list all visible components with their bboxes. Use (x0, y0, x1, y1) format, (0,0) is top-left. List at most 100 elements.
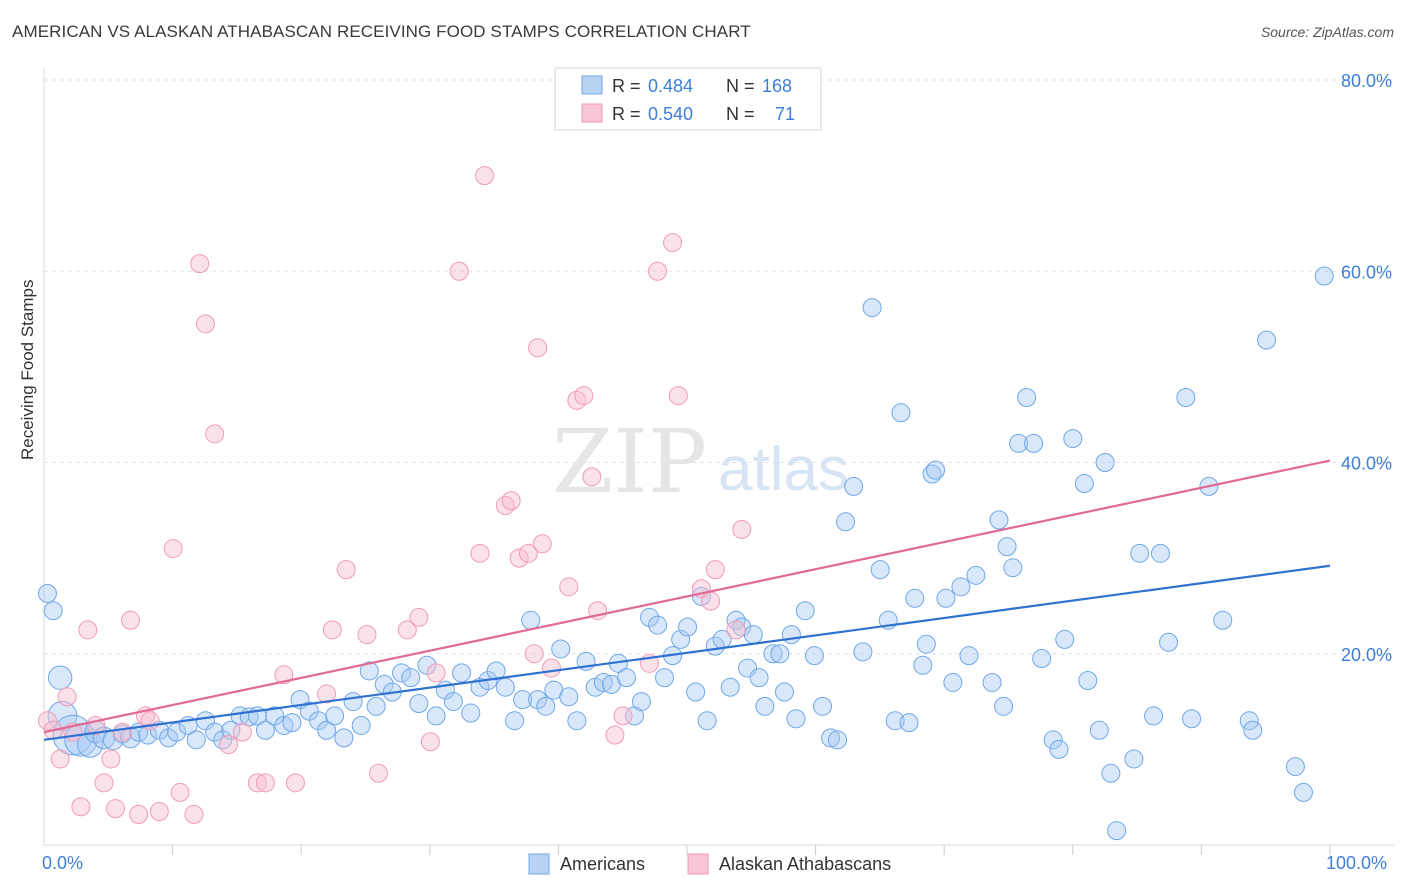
alaskan-athabascans-point (106, 799, 126, 819)
bottom-legend-swatch-americans (528, 853, 550, 875)
alaskan-athabascans-point (205, 424, 225, 444)
americans-point (1257, 330, 1277, 350)
americans-point (1078, 671, 1098, 691)
alaskan-athabascans-point (420, 732, 440, 752)
legend-n-label-2: N = (726, 104, 755, 124)
alaskan-athabascans-point (509, 548, 529, 568)
x-axis-ticks (172, 845, 1331, 855)
americans-point (781, 625, 801, 645)
americans-points (37, 266, 1334, 841)
americans-point (631, 692, 651, 712)
americans-point (43, 601, 63, 621)
source-label: Source: ZipAtlas.com (1260, 24, 1394, 40)
americans-point (401, 668, 421, 688)
americans-point (891, 403, 911, 423)
legend-r-value-2: 0.540 (648, 104, 693, 124)
americans-point (720, 677, 740, 697)
alaskan-athabascans-point (57, 687, 77, 707)
alaskan-athabascans-point (149, 802, 169, 822)
americans-point (813, 696, 833, 716)
americans-point (1003, 558, 1023, 578)
alaskan-athabascans-point (219, 735, 239, 755)
y-axis-title-wrap: Receiving Food Stamps (18, 280, 38, 460)
legend-swatch-alaskan (581, 103, 603, 123)
americans-point (774, 682, 794, 702)
alaskan-athabascans-point (129, 804, 149, 824)
americans-point (640, 607, 660, 627)
alaskan-athabascans-point (559, 577, 579, 597)
americans-point (1017, 387, 1037, 407)
americans-point (1024, 433, 1044, 453)
americans-point (1150, 543, 1170, 563)
americans-point (1285, 757, 1305, 777)
alaskan-athabascans-point (121, 610, 141, 630)
alaskan-athabascans-point (255, 773, 275, 793)
alaskan-athabascans-point (101, 749, 121, 769)
alaskan-athabascans-point (285, 773, 305, 793)
americans-point (686, 682, 706, 702)
americans-point (616, 668, 636, 688)
americans-point (1101, 763, 1121, 783)
americans-point (567, 711, 587, 731)
bottom-legend-label-alaskan: Alaskan Athabascans (719, 854, 891, 874)
americans-point (943, 672, 963, 692)
americans-point (743, 625, 763, 645)
alaskan-athabascans-point (195, 314, 215, 334)
alaskan-athabascans-point (449, 261, 469, 281)
alaskan-athabascans-point (71, 797, 91, 817)
y-tick-labels: 20.0% 40.0% 60.0% 80.0% (1341, 71, 1392, 665)
americans-point (1095, 453, 1115, 472)
americans-point (528, 690, 548, 710)
americans-point (1074, 474, 1094, 494)
series-legend: Americans Alaskan Athabascans (528, 853, 891, 875)
americans-point (697, 711, 717, 731)
americans-point (505, 711, 525, 731)
alaskan-athabascans-point (470, 543, 490, 563)
americans-point (648, 615, 668, 635)
alaskan-athabascans-point (274, 665, 294, 685)
americans-point (951, 577, 971, 597)
americans-point (1049, 739, 1069, 759)
americans-point (351, 715, 371, 735)
americans-point (205, 722, 225, 742)
trend-lines (43, 459, 1331, 741)
americans-point (678, 617, 698, 637)
americans-point (732, 617, 752, 637)
alaskan-athabascans-point (524, 644, 544, 664)
americans-point (37, 584, 57, 604)
y-tick-label: 20.0% (1341, 645, 1392, 665)
alaskan-athabascans-point (613, 706, 633, 726)
americans-point (47, 665, 73, 690)
alaskan-athabascans-trend-line (43, 459, 1331, 734)
alaskan-athabascans-point (541, 658, 561, 678)
alaskan-athabascans-point (357, 625, 377, 645)
alaskan-athabascans-point (726, 620, 746, 640)
americans-point (899, 713, 919, 733)
americans-point (989, 510, 1009, 530)
americans-point (392, 663, 412, 683)
alaskan-athabascans-point (37, 711, 57, 731)
americans-point (1159, 632, 1179, 652)
alaskan-athabascans-point (397, 620, 417, 640)
americans-point (1009, 433, 1029, 453)
americans-point (913, 655, 933, 675)
alaskan-athabascans-point (184, 804, 204, 824)
americans-point (167, 722, 187, 742)
americans-point (559, 687, 579, 707)
alaskan-athabascans-point (582, 467, 602, 487)
americans-point (804, 646, 824, 666)
alaskan-athabascans-point (409, 607, 429, 627)
x-tick-label-min: 0.0% (42, 853, 83, 873)
americans-point (671, 629, 691, 649)
alaskan-athabascans-point (247, 773, 267, 793)
americans-point (844, 476, 864, 496)
stats-legend: R = 0.484 N = 168 R = 0.540 N = 71 (554, 67, 822, 131)
americans-point (461, 703, 481, 723)
americans-point (282, 713, 302, 733)
alaskan-athabascans-point (163, 539, 183, 559)
alaskan-athabascans-point (532, 534, 552, 554)
americans-point (905, 588, 925, 608)
americans-point (982, 672, 1002, 692)
legend-r-value-1: 0.484 (648, 76, 693, 96)
legend-n-value-1: 168 (762, 76, 792, 96)
